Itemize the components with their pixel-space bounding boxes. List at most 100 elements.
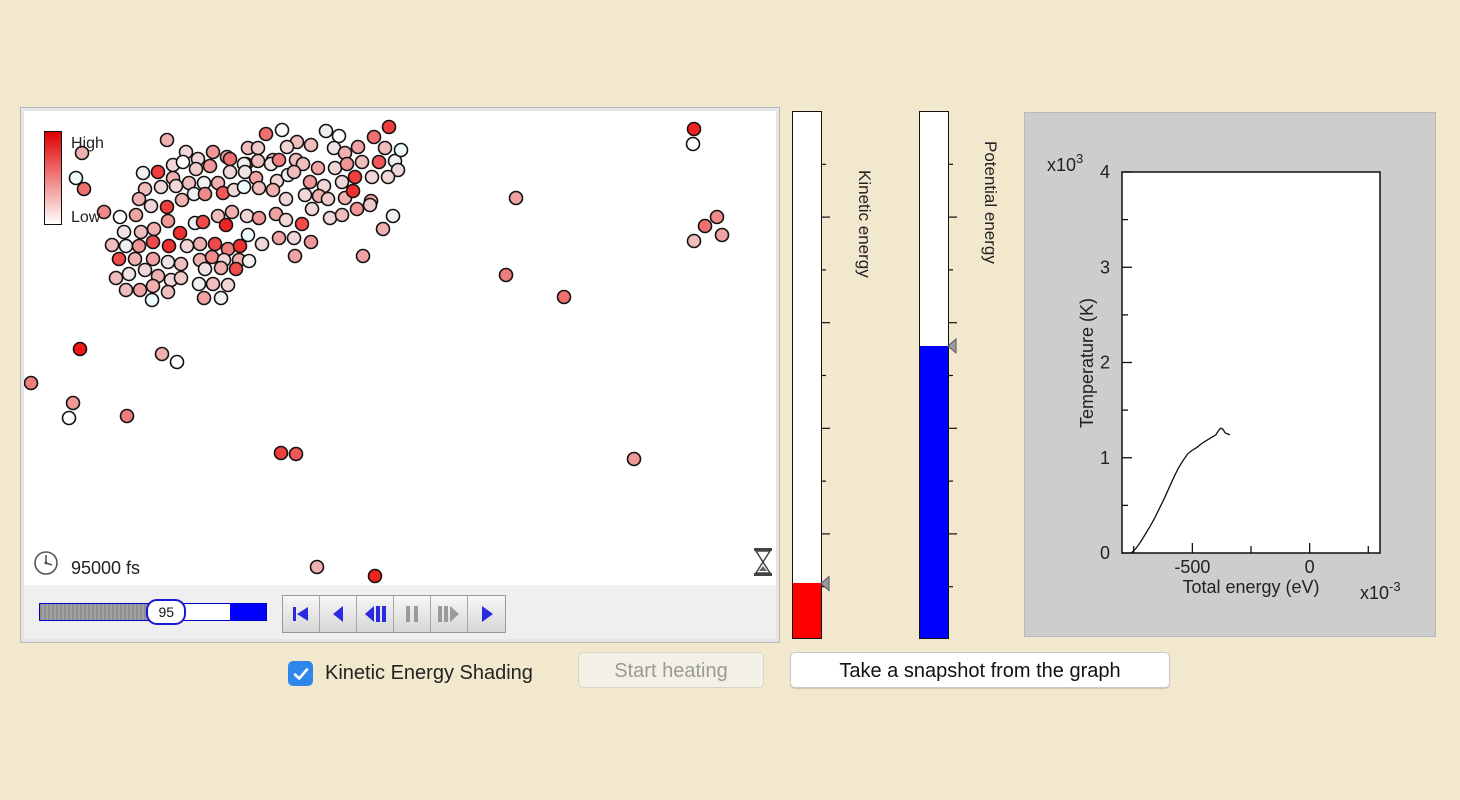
x-axis-label: Total energy (eV)	[1182, 577, 1319, 597]
level-marker	[947, 337, 957, 355]
atom	[385, 208, 401, 224]
atom	[250, 140, 266, 156]
atom	[355, 248, 371, 264]
atom	[137, 262, 153, 278]
atom	[174, 192, 190, 208]
atom	[697, 218, 713, 234]
atom	[111, 251, 127, 267]
y-tick-label: 3	[1100, 257, 1110, 277]
atom	[153, 179, 169, 195]
atom	[350, 139, 366, 155]
atom	[68, 170, 84, 186]
potential-energy-fill	[920, 346, 948, 638]
kinetic-energy-shading-checkbox[interactable]	[288, 661, 313, 686]
atom	[250, 153, 266, 169]
atom	[362, 197, 378, 213]
time-readout: 95000 fs	[71, 558, 141, 578]
rewind-button[interactable]	[357, 596, 394, 632]
atom	[118, 282, 134, 298]
x-multiplier: x10-3	[1360, 579, 1401, 603]
plot-area	[1121, 171, 1381, 554]
atom	[119, 408, 135, 424]
atom	[508, 190, 524, 206]
y-multiplier: x103	[1047, 151, 1083, 175]
kinetic-energy-legend-bar	[44, 131, 62, 225]
rewind-icon	[365, 606, 386, 622]
atom	[173, 270, 189, 286]
atom	[498, 267, 514, 283]
atom	[61, 410, 77, 426]
atom	[179, 238, 195, 254]
step-back-button[interactable]	[320, 596, 357, 632]
temperature-series-line	[1130, 427, 1231, 554]
potential-energy-label: Potential energy	[981, 141, 1000, 264]
atom	[160, 284, 176, 300]
atom	[295, 156, 311, 172]
atom	[371, 154, 387, 170]
atom	[172, 225, 188, 241]
step-back-icon	[333, 606, 343, 622]
atom	[236, 179, 252, 195]
atom	[154, 346, 170, 362]
atom	[213, 260, 229, 276]
atom	[686, 121, 702, 137]
atom	[160, 213, 176, 229]
atom	[279, 139, 295, 155]
simulation-canvas[interactable]: High Low 95000 fs 95	[21, 108, 779, 642]
atom	[145, 278, 161, 294]
atom	[380, 169, 396, 185]
play-button[interactable]	[468, 596, 505, 632]
kinetic-energy-scale	[820, 163, 830, 592]
hourglass-icon[interactable]	[752, 547, 774, 582]
atom	[133, 224, 149, 240]
y-tick-labels: 0 1 2 3 4	[1100, 162, 1110, 563]
y-tick-label: 4	[1100, 162, 1110, 182]
atom	[685, 136, 701, 152]
atom	[286, 164, 302, 180]
atom	[709, 209, 725, 225]
atom	[303, 234, 319, 250]
go-to-start-button[interactable]	[283, 596, 320, 632]
atom	[192, 236, 208, 252]
atom	[220, 277, 236, 293]
atom	[116, 224, 132, 240]
atom	[345, 183, 361, 199]
atom	[278, 212, 294, 228]
atom	[302, 174, 318, 190]
step-forward-button[interactable]	[431, 596, 468, 632]
step-forward-icon	[438, 606, 459, 622]
y-tick-label: 0	[1100, 543, 1110, 563]
take-snapshot-button[interactable]: Take a snapshot from the graph	[790, 652, 1170, 688]
energy-temperature-graph[interactable]: x103 0 1 2 3 4 -500 0 Temperature (K) Total e…	[1024, 112, 1436, 637]
atom	[304, 201, 320, 217]
atom	[188, 161, 204, 177]
atom	[145, 234, 161, 250]
start-heating-button[interactable]: Start heating	[578, 652, 764, 688]
atom	[144, 292, 160, 308]
atom	[131, 191, 147, 207]
atom	[169, 354, 185, 370]
time-slider-filled	[40, 604, 162, 620]
atom	[254, 236, 270, 252]
atom	[202, 158, 218, 174]
atom	[76, 181, 92, 197]
atom	[377, 140, 393, 156]
atom	[381, 119, 397, 135]
atom	[288, 446, 304, 462]
atom	[327, 160, 343, 176]
x-tick-labels: -500 0	[1174, 557, 1314, 577]
kinetic-energy-shading-label[interactable]: Kinetic Energy Shading	[325, 662, 533, 684]
kinetic-energy-bar	[792, 111, 822, 639]
atom	[96, 204, 112, 220]
atom	[339, 156, 355, 172]
atom	[132, 282, 148, 298]
atom	[271, 230, 287, 246]
pause-icon	[406, 606, 418, 622]
atom	[331, 128, 347, 144]
atom	[121, 266, 137, 282]
atom	[287, 248, 303, 264]
atom	[143, 198, 159, 214]
pause-button[interactable]	[394, 596, 431, 632]
time-slider-thumb[interactable]: 95	[146, 599, 187, 625]
kinetic-energy-label: Kinetic energy	[855, 170, 874, 278]
